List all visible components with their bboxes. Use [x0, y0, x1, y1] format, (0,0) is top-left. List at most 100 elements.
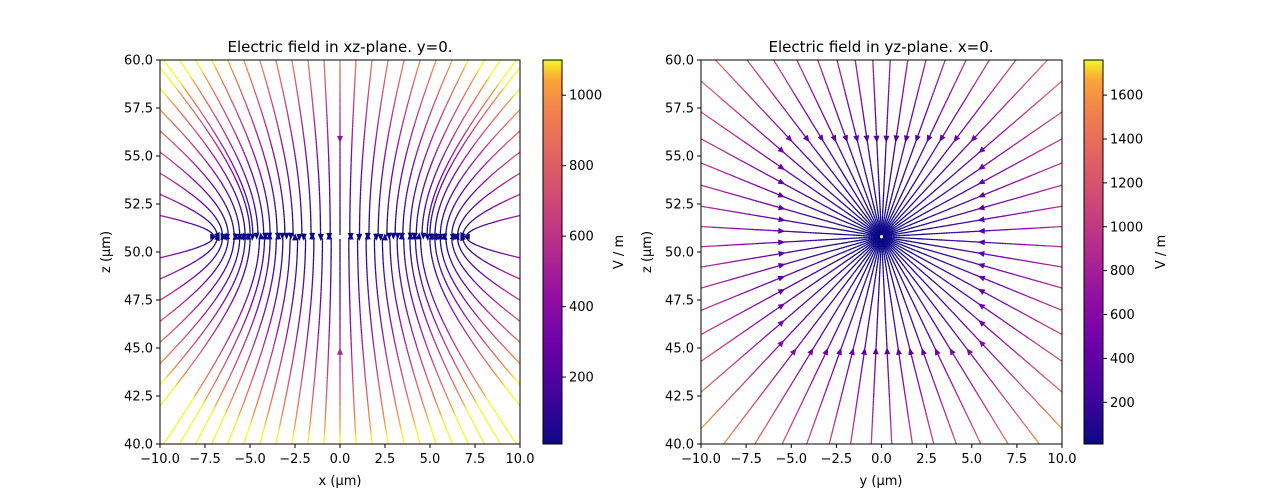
- streamline-segment: [213, 364, 214, 366]
- streamline-segment: [197, 87, 198, 89]
- streamline-segment: [198, 410, 199, 412]
- streamline-segment: [165, 62, 167, 64]
- streamline-segment: [242, 325, 243, 327]
- streamline-segment: [232, 163, 233, 165]
- streamline-segment: [198, 89, 199, 91]
- streamline-segment: [218, 120, 219, 122]
- streamline-segment: [224, 132, 225, 134]
- streamline-segment: [222, 145, 223, 147]
- streamline-segment: [248, 203, 249, 206]
- streamline-segment: [190, 402, 191, 404]
- streamline-segment: [249, 290, 250, 293]
- streamline-segment: [218, 138, 219, 140]
- streamline-segment: [201, 405, 202, 407]
- streamline-segment: [239, 314, 240, 316]
- streamline-segment: [205, 377, 206, 379]
- streamline-segment: [243, 322, 244, 324]
- streamline-segment: [231, 349, 232, 351]
- streamline-segment: [217, 357, 218, 359]
- streamline-segment: [251, 193, 252, 196]
- streamline-segment: [222, 127, 223, 129]
- streamline-segment: [255, 272, 256, 275]
- streamline-segment: [252, 195, 253, 198]
- streamline-segment: [236, 339, 237, 341]
- streamline-segment: [204, 401, 205, 403]
- streamline-segment: [240, 330, 241, 332]
- streamline-segment: [227, 137, 228, 139]
- streamline-segment: [245, 300, 246, 302]
- streamline-segment: [243, 187, 244, 190]
- streamline-segment: [207, 102, 208, 104]
- streamline-segment: [236, 322, 237, 324]
- streamline-segment: [188, 94, 190, 96]
- streamline-segment: [239, 178, 240, 180]
- streamline-segment: [227, 338, 228, 340]
- streamline-segment: [175, 424, 176, 426]
- streamline-segment: [230, 351, 231, 353]
- streamline-segment: [181, 439, 182, 441]
- streamline-segment: [237, 337, 238, 339]
- streamline-segment: [231, 331, 232, 333]
- streamline-segment: [165, 439, 166, 441]
- streamline-segment: [229, 141, 230, 143]
- streamline-segment: [171, 431, 172, 433]
- streamline-segment: [215, 133, 216, 135]
- streamline-segment: [247, 180, 248, 183]
- streamline-segment: [214, 131, 215, 133]
- streamline-segment: [259, 277, 260, 280]
- streamline-segment: [188, 73, 189, 75]
- streamline-segment: [230, 158, 231, 160]
- streamline-segment: [201, 384, 202, 386]
- streamline-segment: [188, 428, 189, 430]
- streamline-segment: [240, 163, 241, 165]
- streamline-segment: [198, 389, 199, 391]
- streamline-segment: [191, 78, 192, 80]
- streamline-segment: [246, 197, 247, 200]
- xz-streamlines: [160, 60, 520, 444]
- streamline-segment: [242, 168, 243, 170]
- streamline-segment: [255, 292, 256, 295]
- streamline-segment: [211, 109, 212, 111]
- streamline-segment: [242, 185, 243, 187]
- streamline-segment: [181, 83, 183, 85]
- streamline-segment: [245, 318, 246, 320]
- streamline-segment: [218, 355, 219, 357]
- streamline-segment: [225, 361, 226, 363]
- streamline-segment: [215, 116, 216, 118]
- streamline-segment: [253, 200, 254, 203]
- streamline-segment: [208, 105, 209, 107]
- streamline-segment: [185, 409, 186, 411]
- streamline-segment: [222, 348, 223, 350]
- xz-plot-title: Electric field in xz-plane. y=0.: [228, 38, 453, 56]
- streamline-segment: [245, 192, 246, 195]
- streamline-segment: [240, 312, 241, 314]
- streamline-segment: [222, 368, 223, 370]
- streamline-segment: [253, 198, 254, 201]
- streamline-segment: [182, 86, 184, 88]
- streamline-segment: [246, 297, 247, 299]
- streamline-segment: [258, 280, 259, 283]
- streamline-segment: [216, 359, 217, 361]
- streamline-segment: [216, 136, 217, 138]
- streamline-segment: [233, 148, 234, 150]
- streamline-segment: [243, 305, 244, 307]
- streamline-segment: [243, 170, 244, 172]
- streamline-segment: [204, 98, 205, 100]
- streamline-segment: [197, 391, 198, 393]
- streamline-segment: [190, 423, 191, 425]
- streamline-segment: [248, 292, 249, 295]
- streamline-segment: [249, 187, 250, 190]
- streamline-segment: [183, 65, 184, 67]
- streamline-segment: [236, 155, 237, 157]
- streamline-segment: [252, 279, 253, 282]
- streamline-segment: [228, 156, 229, 158]
- streamline-segment: [237, 173, 238, 175]
- streamline-segment: [202, 382, 203, 384]
- streamline-segment: [226, 341, 227, 343]
- streamline-segment: [200, 386, 201, 388]
- streamline-segment: [249, 208, 250, 211]
- streamline-segment: [232, 146, 233, 148]
- streamline-segment: [209, 124, 210, 126]
- streamline-segment: [226, 152, 227, 154]
- streamline-segment: [257, 285, 258, 288]
